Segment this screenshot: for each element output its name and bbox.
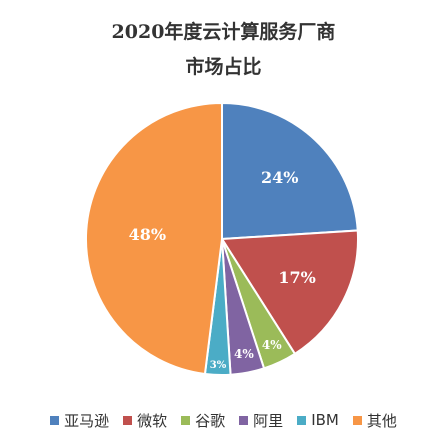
legend-item-other: 其他 (352, 410, 397, 431)
legend-label-microsoft: 微软 (137, 411, 168, 430)
legend-swatch-alibaba (239, 415, 249, 425)
legend-swatch-amazon (50, 415, 60, 425)
legend-item-microsoft: 微软 (123, 410, 167, 431)
legend: 亚马逊 微软 谷歌 阿里 IBM 其他 (0, 408, 447, 432)
legend-item-amazon: 亚马逊 (50, 410, 109, 431)
legend-label-ibm: IBM (311, 411, 339, 429)
chart-title-line-2: 市场占比 (185, 56, 262, 78)
legend-item-alibaba: 阿里 (239, 410, 283, 431)
legend-label-alibaba: 阿里 (253, 411, 284, 430)
pie-label-ibm: 3% (210, 360, 227, 371)
pie-slice-amazon (221, 101, 359, 241)
pie-slice-microsoft (220, 229, 359, 356)
pie-slice-other (85, 101, 223, 376)
legend-label-amazon: 亚马逊 (64, 411, 110, 430)
legend-item-google: 谷歌 (181, 410, 225, 431)
pie-label-other: 48% (129, 225, 166, 244)
legend-label-google: 谷歌 (195, 411, 226, 430)
pie-label-google: 4% (262, 338, 282, 352)
chart-title-line-1: 2020年度云计算服务厂商 (111, 21, 336, 43)
legend-swatch-google (181, 415, 191, 425)
legend-swatch-other (352, 415, 362, 425)
legend-swatch-ibm (297, 415, 307, 425)
legend-item-ibm: IBM (297, 411, 339, 429)
pie-label-alibaba: 4% (234, 347, 254, 361)
legend-swatch-microsoft (123, 415, 133, 425)
legend-label-other: 其他 (366, 411, 397, 430)
pie-label-amazon: 24% (261, 168, 298, 187)
pie-label-microsoft: 17% (278, 268, 315, 287)
